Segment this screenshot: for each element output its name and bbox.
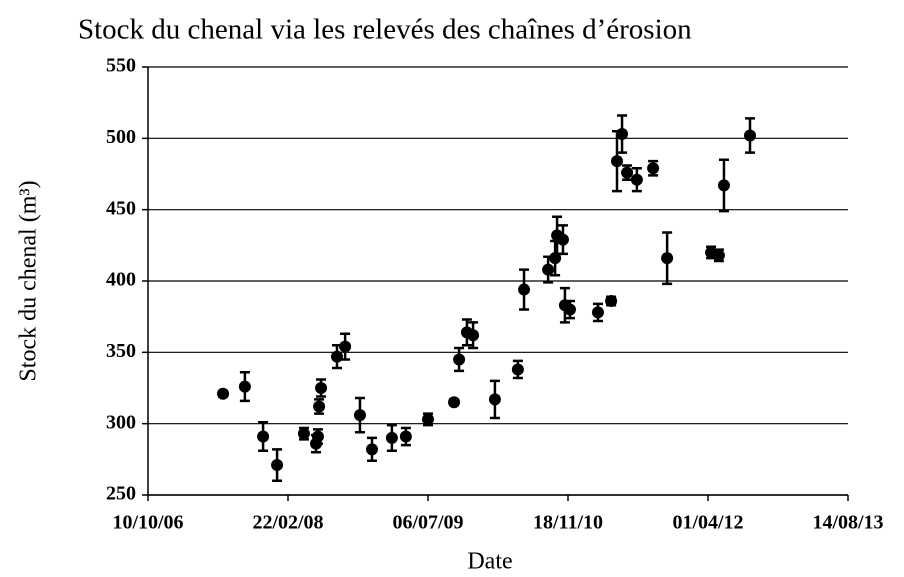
data-point	[448, 396, 461, 409]
data-point	[217, 387, 230, 400]
data-point	[621, 166, 634, 179]
data-point	[511, 363, 524, 376]
data-point	[257, 430, 270, 443]
data-point	[542, 263, 555, 276]
data-point	[591, 306, 604, 319]
x-tick-label: 14/08/13	[812, 512, 883, 534]
x-tick-label: 06/07/09	[392, 512, 463, 534]
data-point	[339, 340, 352, 353]
data-point	[549, 252, 562, 265]
x-tick-label: 10/10/06	[112, 512, 183, 534]
data-point	[661, 252, 674, 265]
data-point	[297, 427, 310, 440]
y-axis-label: Stock du chenal (m³)	[16, 180, 42, 381]
y-tick-label: 250	[106, 483, 136, 505]
data-point	[311, 430, 324, 443]
data-point	[556, 233, 569, 246]
data-point	[712, 249, 725, 262]
y-tick-label: 400	[106, 269, 136, 291]
data-point	[488, 393, 501, 406]
data-point	[453, 353, 466, 366]
data-point	[630, 173, 643, 186]
x-tick-label: 22/02/08	[252, 512, 323, 534]
x-axis-label: Date	[467, 549, 512, 575]
y-tick-label: 350	[106, 340, 136, 362]
data-point	[331, 350, 343, 363]
data-point	[315, 382, 328, 394]
data-point	[563, 303, 576, 316]
y-tick-label: 500	[106, 126, 136, 148]
x-tick-label: 01/04/12	[672, 512, 743, 534]
data-point	[717, 179, 730, 192]
x-tick-label: 18/11/10	[533, 512, 603, 534]
data-point	[313, 400, 326, 413]
data-point	[467, 329, 480, 342]
data-point	[271, 459, 284, 472]
data-point	[744, 129, 756, 142]
data-point	[647, 162, 660, 175]
data-point	[611, 155, 623, 168]
data-point	[605, 294, 618, 307]
data-point	[399, 430, 412, 443]
data-point	[518, 283, 531, 296]
y-tick-label: 300	[106, 411, 136, 433]
data-point	[385, 431, 398, 444]
data-point	[353, 409, 366, 422]
data-point	[238, 380, 251, 393]
chart-title: Stock du chenal via les relevés des chaî…	[78, 14, 692, 46]
data-point	[366, 443, 378, 456]
y-tick-label: 450	[106, 197, 136, 219]
data-point	[616, 128, 629, 141]
data-point	[422, 413, 434, 426]
y-tick-label: 550	[106, 55, 136, 77]
